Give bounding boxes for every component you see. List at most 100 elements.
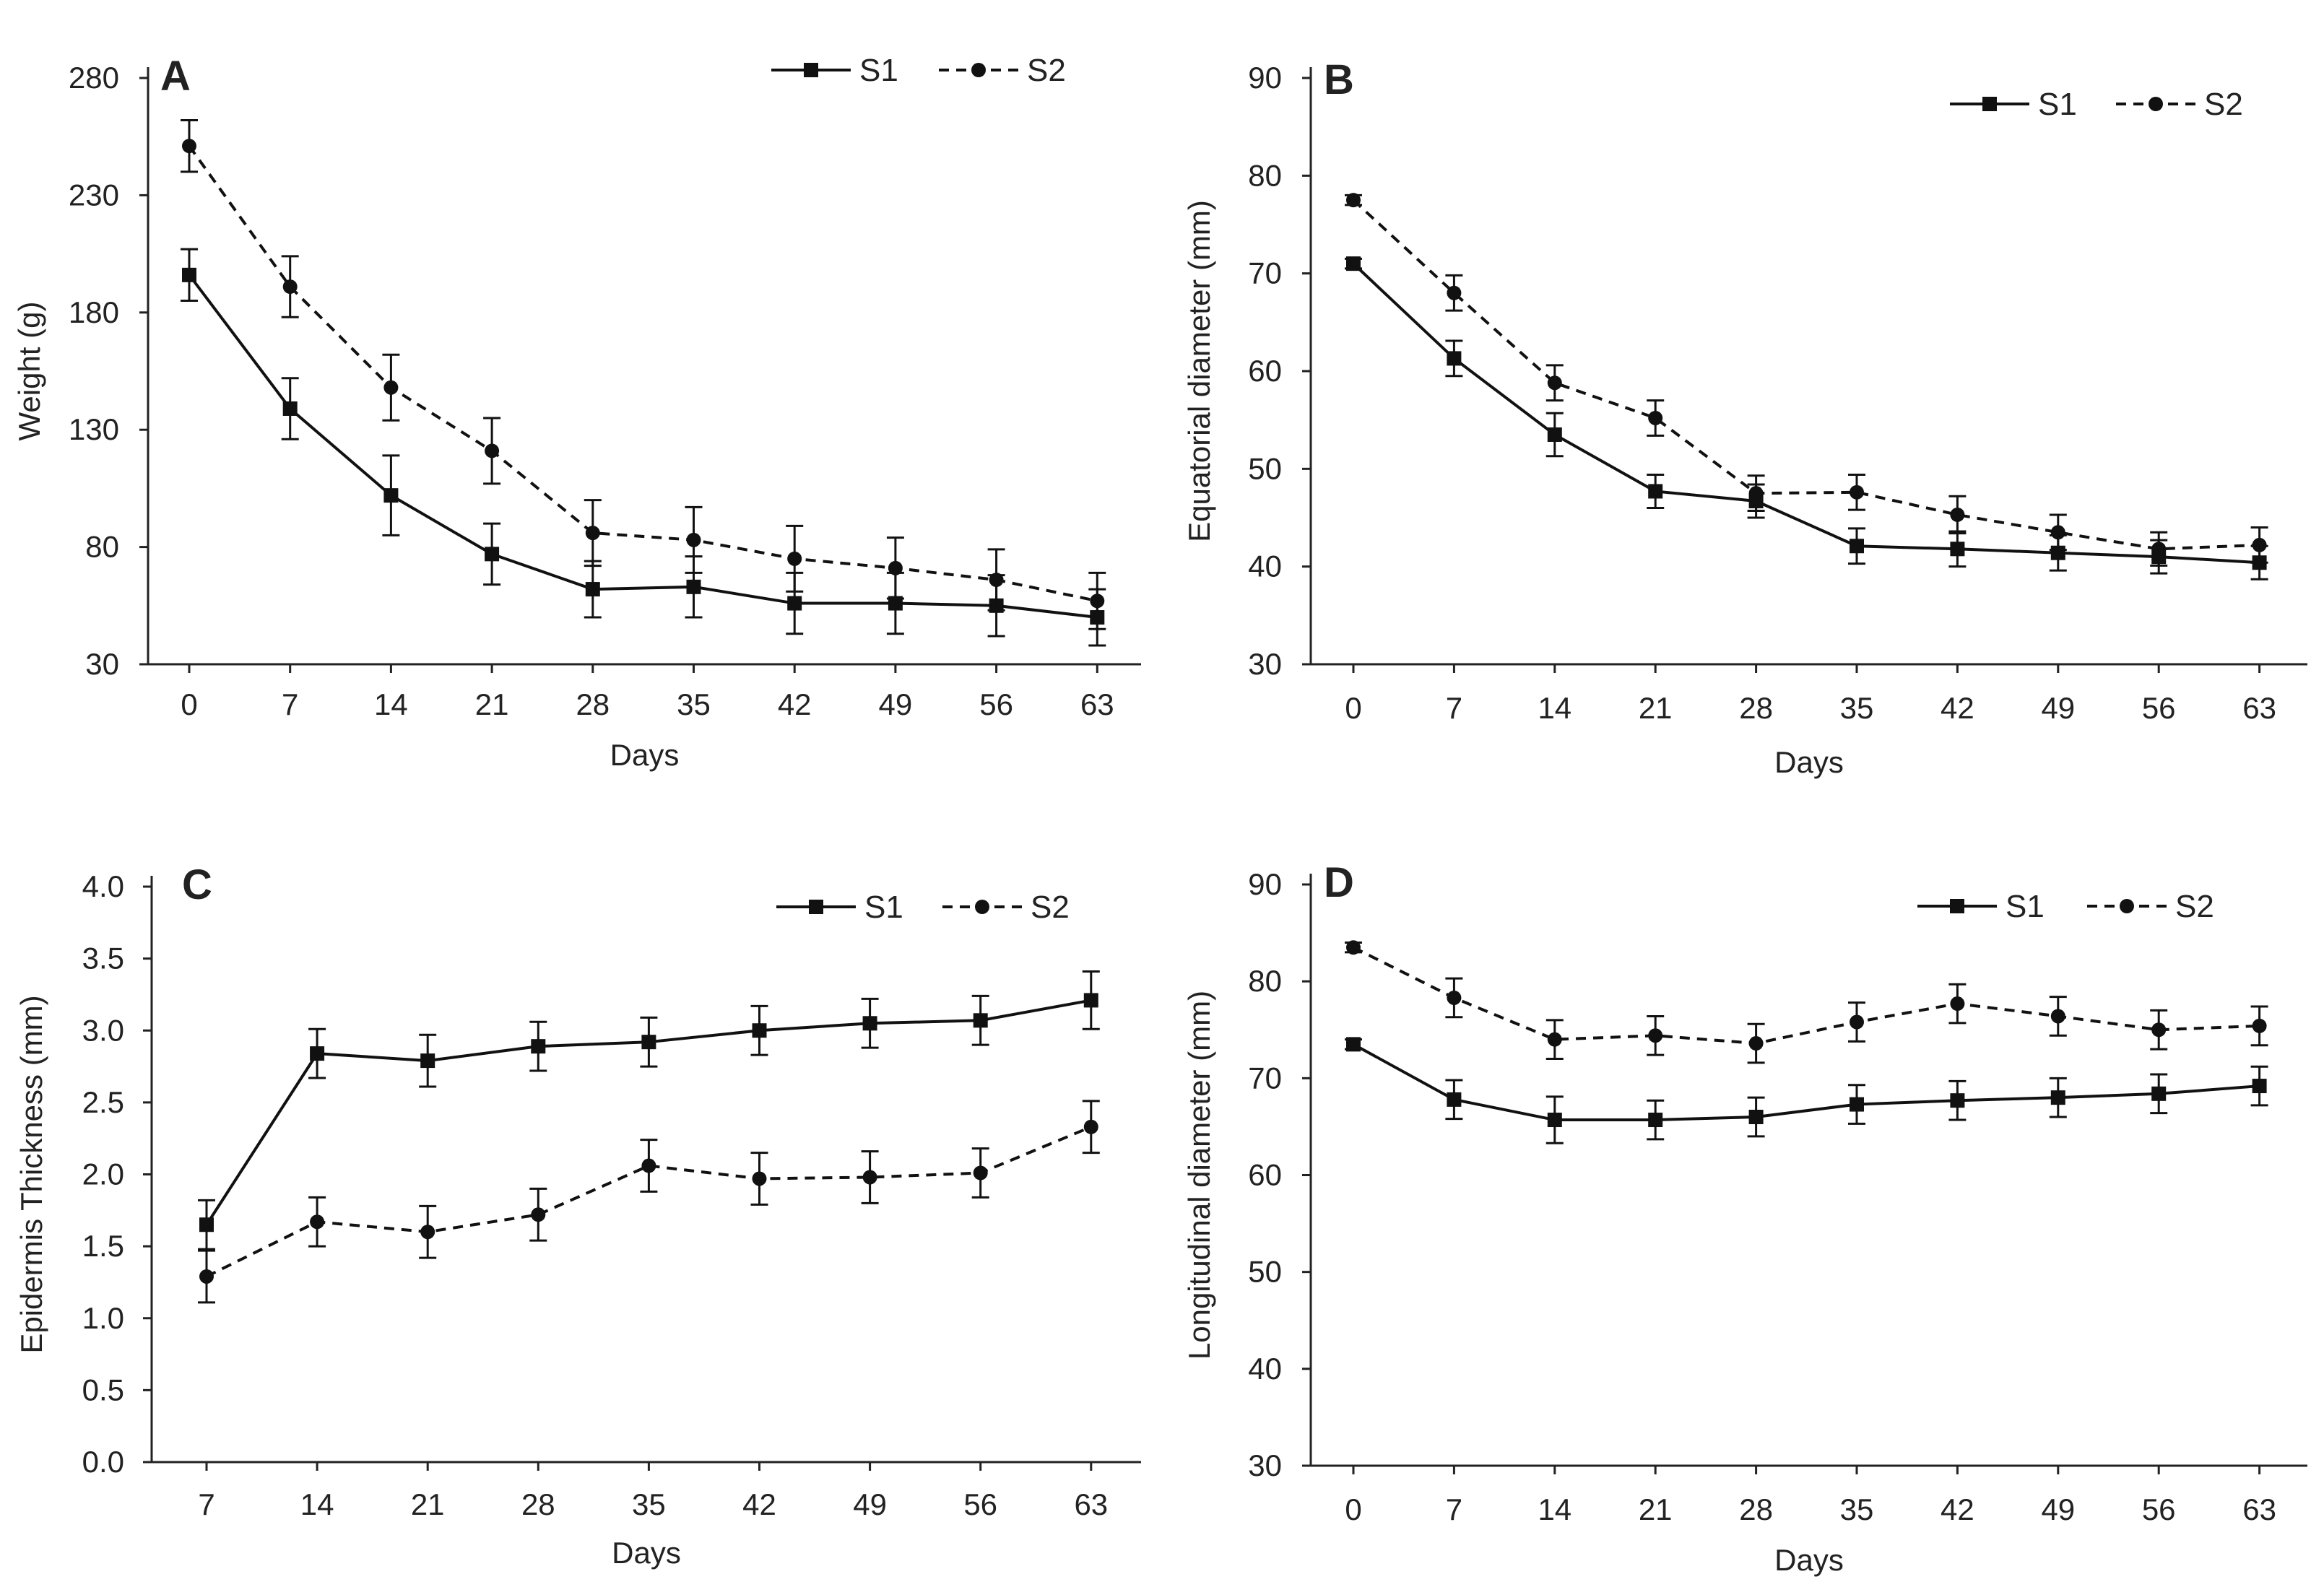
legend-label: S1 [864, 890, 903, 925]
y-tick-label: 50 [1248, 451, 1282, 485]
x-axis-label: Days [612, 1536, 681, 1570]
x-tick-label: 56 [963, 1487, 997, 1521]
x-tick-label: 56 [2142, 691, 2176, 725]
x-tick-label: 35 [632, 1487, 666, 1521]
y-tick-label: 3.5 [82, 942, 124, 975]
data-point [2050, 525, 2065, 540]
data-point [787, 596, 802, 611]
series-line [1352, 262, 2260, 565]
data-point [1950, 996, 1965, 1012]
legend-marker [975, 900, 989, 914]
data-point [585, 582, 600, 597]
y-tick-label: 130 [69, 412, 119, 446]
data-point [1648, 1028, 1663, 1043]
x-tick-label: 42 [778, 687, 812, 721]
data-point [1950, 542, 1965, 557]
data-point [485, 547, 500, 562]
data-point [862, 1016, 877, 1031]
data-point [1748, 486, 1764, 501]
y-tick-label: 2.0 [82, 1157, 124, 1191]
x-tick-label: 14 [300, 1487, 334, 1521]
x-tick-label: 14 [1538, 1492, 1571, 1526]
data-point [310, 1046, 325, 1061]
legend-label: S1 [2006, 889, 2045, 924]
x-tick-label: 7 [198, 1487, 214, 1521]
legend-label: S2 [1027, 53, 1066, 88]
y-tick-label: 30 [85, 647, 119, 681]
x-tick-label: 21 [411, 1487, 445, 1521]
y-tick-label: 70 [1248, 256, 1282, 290]
x-tick-label: 49 [2041, 691, 2075, 725]
data-point [1850, 484, 1864, 500]
x-tick-label: 35 [1840, 1492, 1874, 1526]
y-axis-label: Longitudinal diameter (mm) [1182, 991, 1216, 1360]
data-point [182, 139, 196, 154]
legend-label: S1 [2038, 87, 2077, 122]
x-tick-label: 35 [1840, 691, 1874, 725]
data-point [420, 1225, 435, 1240]
data-point [1346, 256, 1361, 271]
data-point [1090, 594, 1105, 609]
y-tick-label: 90 [1248, 867, 1282, 901]
data-point [2050, 1090, 2065, 1105]
legend-marker [2149, 97, 2163, 111]
y-tick-label: 4.0 [82, 869, 124, 903]
data-point [2151, 542, 2167, 557]
panel-a: 30 80 130 180 230 280 0 7 14 21 28 35 42 49 56 63 Days We… [12, 53, 1141, 772]
x-tick-label: 63 [1074, 1487, 1108, 1521]
data-point [420, 1053, 435, 1069]
x-tick-label: 14 [374, 687, 408, 721]
data-point [1447, 285, 1462, 300]
panel-letter: D [1324, 859, 1354, 906]
x-tick-label: 28 [576, 687, 610, 721]
data-point [531, 1039, 546, 1054]
data-point [531, 1207, 546, 1222]
data-point [310, 1214, 325, 1230]
data-point [2252, 537, 2267, 552]
x-tick-label: 21 [475, 687, 509, 721]
data-point [282, 401, 298, 416]
series-s2 [1345, 940, 2268, 1064]
data-point [1850, 1014, 1864, 1030]
data-point [1083, 1119, 1098, 1134]
data-point [641, 1158, 656, 1173]
data-point [1547, 1113, 1562, 1128]
y-tick-label: 80 [1248, 158, 1282, 192]
data-point [1547, 1032, 1562, 1047]
y-tick-label: 180 [69, 295, 119, 329]
y-tick-label: 2.5 [82, 1085, 124, 1119]
data-point [1083, 993, 1098, 1008]
x-tick-label: 0 [181, 687, 197, 721]
series-s1 [1345, 256, 2268, 581]
data-point [973, 1165, 988, 1181]
data-point [282, 279, 298, 295]
data-point [862, 1170, 877, 1185]
y-tick-label: 1.5 [82, 1229, 124, 1263]
panel-letter: C [182, 861, 212, 908]
data-point [182, 267, 196, 282]
data-point [2151, 1022, 2167, 1038]
data-point [383, 380, 399, 395]
x-tick-label: 63 [2242, 1492, 2276, 1526]
x-tick-label: 7 [1446, 1492, 1462, 1526]
data-point [1648, 410, 1663, 425]
data-point [199, 1217, 214, 1232]
x-tick-label: 21 [1639, 691, 1673, 725]
data-point [752, 1023, 767, 1038]
x-tick-label: 0 [1345, 691, 1361, 725]
y-axis-label: Weight (g) [12, 302, 46, 441]
y-tick-label: 80 [1248, 964, 1282, 998]
x-axis-label: Days [610, 738, 680, 772]
data-point [1346, 940, 1361, 955]
data-point [1346, 193, 1361, 208]
series-s2 [198, 1100, 1100, 1304]
data-point [1748, 1110, 1764, 1124]
x-axis-label: Days [1774, 1543, 1844, 1577]
x-tick-label: 42 [1941, 1492, 1974, 1526]
data-point [888, 560, 903, 575]
data-point [989, 573, 1004, 588]
y-axis-label: Equatorial diameter (mm) [1182, 200, 1216, 542]
x-tick-label: 7 [282, 687, 298, 721]
data-point [383, 488, 399, 503]
data-point [2252, 1079, 2267, 1094]
